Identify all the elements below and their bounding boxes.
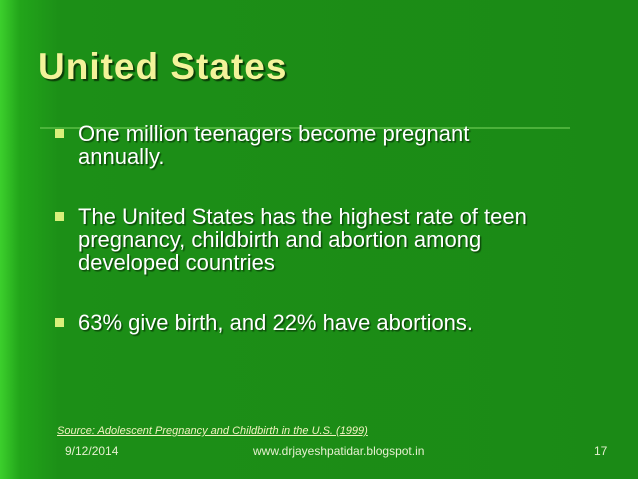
bullet-marker <box>55 318 64 327</box>
source-note: Source: Adolescent Pregnancy and Childbi… <box>57 425 368 437</box>
page-number: 17 <box>594 444 608 458</box>
bullet-text: 63% give birth, and 22% have abortions. <box>78 310 474 335</box>
footer-date: 9/12/2014 <box>65 444 119 458</box>
bullet-text: The United States has the highest rate o… <box>78 204 527 229</box>
bullet-text: One million teenagers become pregnant <box>78 121 470 146</box>
slide-title: United States <box>38 46 288 87</box>
bullet-text: developed countries <box>78 250 275 275</box>
footer-url: www.drjayeshpatidar.blogspot.in <box>253 444 425 458</box>
title-rule <box>40 127 570 129</box>
bullet-marker <box>55 129 64 138</box>
bullet-text: annually. <box>78 144 165 169</box>
bullet-text: pregnancy, childbirth and abortion among <box>78 227 482 252</box>
bullet-marker <box>55 212 64 221</box>
